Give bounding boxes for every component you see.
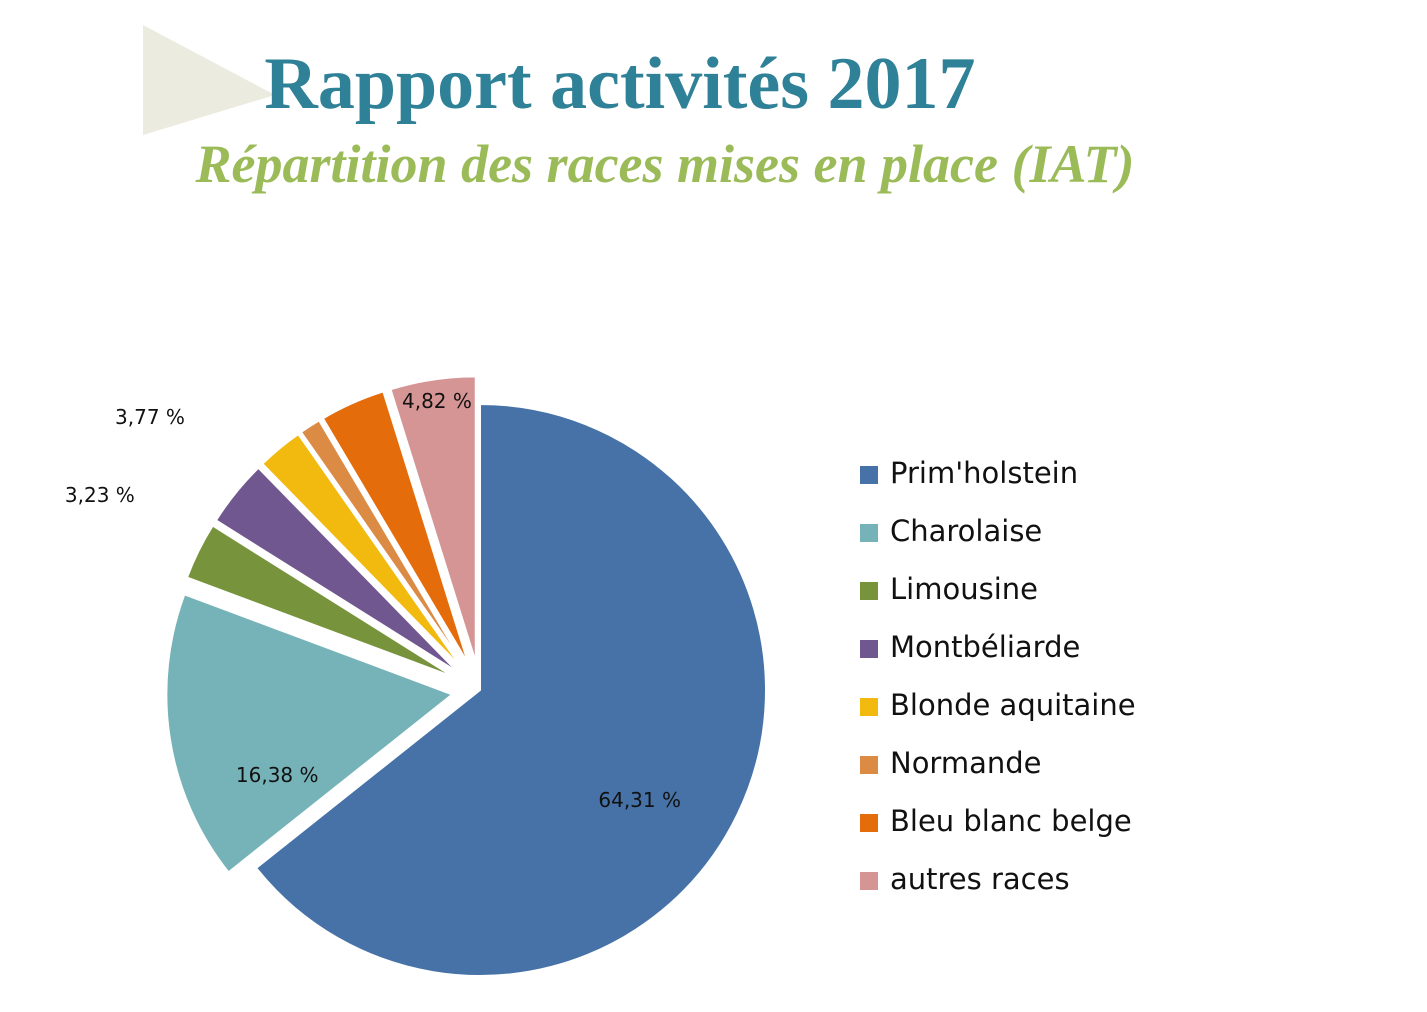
legend-swatch — [860, 698, 878, 716]
legend-label: Limousine — [890, 572, 1038, 606]
data-label: 3,23 % — [65, 483, 135, 507]
pie-slice — [260, 432, 463, 670]
pie-slice — [299, 419, 466, 668]
decoration — [143, 25, 275, 135]
legend-label: Normande — [890, 746, 1042, 780]
pie-slice — [254, 402, 767, 977]
legend-swatch — [860, 466, 878, 484]
chart-title: Rapport activités 2017 — [264, 43, 975, 125]
pie-slice — [214, 466, 459, 674]
data-label: 3,77 % — [115, 405, 185, 429]
pie-slice — [165, 593, 455, 874]
data-label: 64,31 % — [598, 788, 681, 812]
legend-swatch — [860, 582, 878, 600]
legend-label: Montbéliarde — [890, 630, 1080, 664]
pie-slice — [185, 524, 456, 679]
legend-label: autres races — [890, 862, 1070, 896]
legend-swatch — [860, 814, 878, 832]
legend-label: Blonde aquitaine — [890, 688, 1136, 722]
legend-swatch — [860, 640, 878, 658]
pie-slice — [321, 390, 470, 665]
legend-swatch — [860, 872, 878, 890]
data-label: 16,38 % — [236, 763, 319, 787]
legend-swatch — [860, 524, 878, 542]
legend-swatch — [860, 756, 878, 774]
legend-label: Bleu blanc belge — [890, 804, 1132, 838]
pie-slice — [389, 375, 477, 663]
legend-label: Prim'holstein — [890, 456, 1078, 490]
data-label: 4,82 % — [402, 389, 472, 413]
legend-label: Charolaise — [890, 514, 1042, 548]
chart-subtitle: Répartition des races mises en place (IA… — [195, 134, 1135, 194]
